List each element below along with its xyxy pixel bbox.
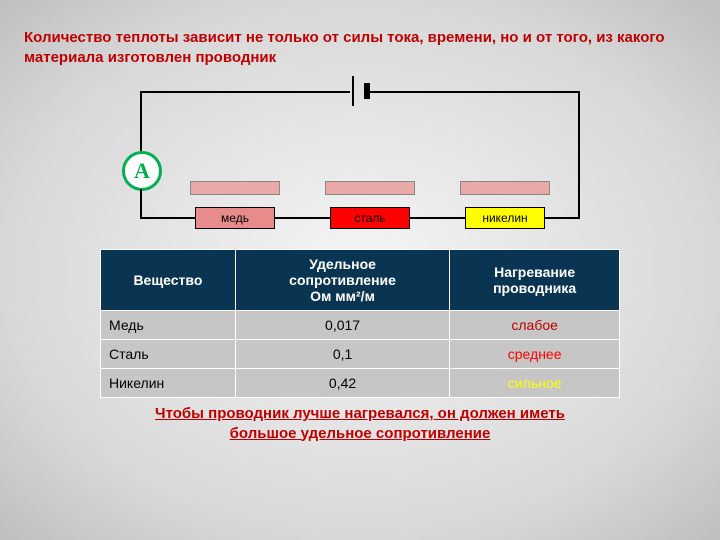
resistor-nickeline: никелин: [465, 207, 545, 229]
heatbar-3: [460, 181, 550, 195]
th-resistivity: Удельное сопротивление Ом мм²/м: [235, 250, 449, 311]
cell-resistivity: 0,017: [235, 311, 449, 340]
heatbar-2: [325, 181, 415, 195]
cell-substance: Сталь: [101, 340, 236, 369]
cell-heating: сильное: [450, 369, 620, 398]
wire: [140, 217, 195, 219]
cell-heating: слабое: [450, 311, 620, 340]
resistivity-table: Вещество Удельное сопротивление Ом мм²/м…: [100, 249, 620, 398]
circuit-diagram: А медь сталь никелин: [100, 81, 620, 241]
ammeter-label: А: [134, 158, 150, 183]
heatbar-1: [190, 181, 280, 195]
wire: [140, 91, 142, 151]
wire: [545, 217, 580, 219]
cell-substance: Никелин: [101, 369, 236, 398]
th-substance: Вещество: [101, 250, 236, 311]
wire: [275, 217, 330, 219]
ammeter: А: [122, 151, 162, 191]
title-text: Количество теплоты зависит не только от …: [24, 28, 696, 67]
resistor-label: медь: [221, 211, 249, 225]
conclusion-text: Чтобы проводник лучше нагревался, он дол…: [24, 404, 696, 443]
resistor-label: никелин: [482, 211, 527, 225]
wire: [370, 91, 580, 93]
table-row: Сталь0,1среднее: [101, 340, 620, 369]
cell-resistivity: 0,1: [235, 340, 449, 369]
resistor-label: сталь: [354, 211, 385, 225]
wire: [410, 217, 465, 219]
wire: [140, 189, 142, 219]
table-row: Никелин0,42сильное: [101, 369, 620, 398]
th-heating: Нагревание проводника: [450, 250, 620, 311]
cell-resistivity: 0,42: [235, 369, 449, 398]
resistor-copper: медь: [195, 207, 275, 229]
slide: Количество теплоты зависит не только от …: [0, 0, 720, 540]
battery-short-plate: [364, 83, 370, 99]
wire: [140, 91, 350, 93]
resistor-steel: сталь: [330, 207, 410, 229]
battery-long-plate: [352, 76, 354, 106]
table-row: Медь0,017слабое: [101, 311, 620, 340]
cell-heating: среднее: [450, 340, 620, 369]
wire: [578, 91, 580, 219]
table-body: Медь0,017слабоеСталь0,1среднееНикелин0,4…: [101, 311, 620, 398]
cell-substance: Медь: [101, 311, 236, 340]
